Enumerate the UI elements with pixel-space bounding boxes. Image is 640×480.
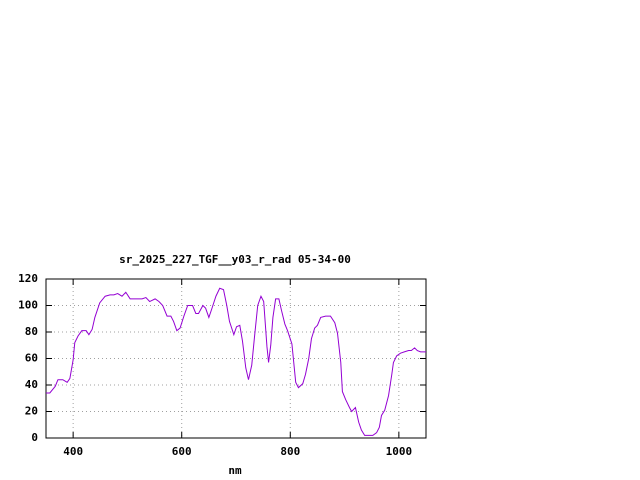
y-tick-label: 20 xyxy=(25,405,38,418)
y-tick-label: 40 xyxy=(25,378,38,391)
x-axis-label: nm xyxy=(228,464,242,477)
y-tick-label: 0 xyxy=(31,431,38,444)
x-tick-label: 1000 xyxy=(386,445,413,458)
chart-title: sr_2025_227_TGF__y03_r_rad 05-34-00 xyxy=(119,253,351,266)
y-tick-label: 120 xyxy=(18,272,38,285)
x-tick-label: 800 xyxy=(280,445,300,458)
x-tick-label: 400 xyxy=(63,445,83,458)
y-tick-label: 80 xyxy=(25,325,38,338)
x-tick-label: 600 xyxy=(172,445,192,458)
plot-border xyxy=(45,278,427,439)
data-line xyxy=(46,287,426,436)
y-tick-label: 60 xyxy=(25,352,38,365)
y-tick-label: 100 xyxy=(18,299,38,312)
